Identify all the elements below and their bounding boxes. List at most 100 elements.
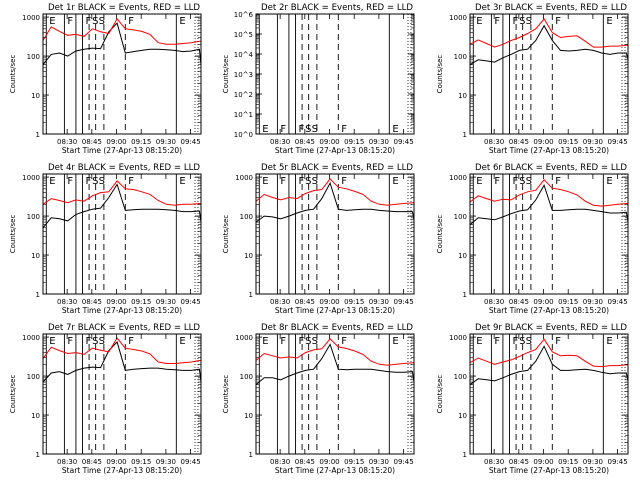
x-tick-label: 08:45 bbox=[295, 298, 315, 306]
marker-label: F bbox=[280, 336, 286, 347]
y-axis-label: Counts/sec bbox=[436, 215, 444, 254]
y-tick-label: 1000 bbox=[22, 14, 40, 22]
marker-label: E bbox=[476, 16, 482, 27]
marker-label: F bbox=[86, 176, 92, 187]
x-tick-label: 08:45 bbox=[82, 458, 102, 466]
marker-label: E bbox=[392, 124, 398, 135]
marker-label: E bbox=[262, 176, 268, 187]
marker-label: S bbox=[519, 336, 525, 347]
y-tick-label: 100 bbox=[27, 53, 40, 61]
marker-label: F bbox=[67, 176, 73, 187]
marker-label: S bbox=[312, 336, 318, 347]
panel-title: Det 8r BLACK = Events, RED = LLD bbox=[261, 323, 413, 333]
marker-label: F bbox=[280, 176, 286, 187]
panel-title: Det 9r BLACK = Events, RED = LLD bbox=[475, 323, 627, 333]
y-tick-label: 10 bbox=[458, 92, 467, 100]
x-tick-label: 09:15 bbox=[131, 298, 151, 306]
marker-label: F bbox=[128, 176, 134, 187]
marker-label: F bbox=[341, 124, 347, 135]
y-tick-label: 1000 bbox=[449, 14, 467, 22]
marker-label: F bbox=[341, 176, 347, 187]
series-line-lld bbox=[469, 179, 628, 207]
plot-frame bbox=[469, 173, 629, 295]
y-tick-label: 1000 bbox=[22, 334, 40, 342]
x-tick-label: 09:30 bbox=[583, 298, 603, 306]
marker-label: F bbox=[494, 176, 500, 187]
x-tick-label: 09:00 bbox=[319, 298, 339, 306]
marker-label: E bbox=[49, 336, 55, 347]
marker-label: E bbox=[606, 336, 612, 347]
marker-label: F bbox=[128, 16, 134, 27]
y-tick-label: 10^6 bbox=[234, 11, 254, 19]
y-tick-label: 100 bbox=[454, 373, 467, 381]
series-line-lld bbox=[469, 338, 628, 368]
plot-frame bbox=[469, 333, 629, 455]
y-tick-label: 1000 bbox=[22, 174, 40, 182]
x-tick-label: 09:30 bbox=[369, 138, 389, 146]
x-tick-label: 08:30 bbox=[270, 138, 290, 146]
x-axis-label: Start Time (27-Apr-13 08:15:20) bbox=[275, 466, 395, 475]
marker-label: S bbox=[305, 336, 311, 347]
x-tick-label: 09:45 bbox=[180, 138, 200, 146]
x-tick-label: 09:45 bbox=[180, 458, 200, 466]
panel-title: Det 1r BLACK = Events, RED = LLD bbox=[48, 3, 200, 13]
series-line-events bbox=[255, 343, 415, 386]
marker-label: F bbox=[555, 16, 561, 27]
plot-frame bbox=[42, 333, 202, 455]
marker-label: E bbox=[606, 16, 612, 27]
series-line-events bbox=[469, 24, 629, 66]
y-tick-label: 10^5 bbox=[234, 31, 253, 39]
marker-label: E bbox=[606, 176, 612, 187]
marker-label: F bbox=[280, 124, 286, 135]
marker-label: E bbox=[262, 124, 268, 135]
plot-frame bbox=[255, 13, 415, 135]
y-tick-label: 1000 bbox=[449, 174, 467, 182]
marker-label: F bbox=[494, 336, 500, 347]
panel-title: Det 7r BLACK = Events, RED = LLD bbox=[48, 323, 200, 333]
y-tick-label: 1 bbox=[463, 451, 467, 459]
x-tick-label: 09:30 bbox=[583, 138, 603, 146]
x-axis-label: Start Time (27-Apr-13 08:15:20) bbox=[62, 306, 182, 315]
y-tick-label: 10 bbox=[31, 412, 40, 420]
marker-label: S bbox=[99, 16, 105, 27]
marker-label: S bbox=[312, 176, 318, 187]
x-tick-label: 09:15 bbox=[558, 458, 578, 466]
x-axis-label: Start Time (27-Apr-13 08:15:20) bbox=[62, 146, 182, 155]
x-tick-label: 09:00 bbox=[106, 298, 126, 306]
marker-label: S bbox=[99, 176, 105, 187]
x-tick-label: 08:30 bbox=[57, 138, 77, 146]
y-tick-label: 10 bbox=[31, 252, 40, 260]
x-tick-label: 08:30 bbox=[57, 298, 77, 306]
x-axis-label: Start Time (27-Apr-13 08:15:20) bbox=[275, 146, 395, 155]
y-tick-label: 1 bbox=[249, 451, 253, 459]
marker-label: E bbox=[179, 16, 185, 27]
x-tick-label: 09:45 bbox=[393, 458, 413, 466]
x-tick-label: 09:30 bbox=[369, 298, 389, 306]
marker-label: S bbox=[305, 176, 311, 187]
x-tick-label: 08:30 bbox=[484, 458, 504, 466]
x-tick-label: 08:30 bbox=[270, 298, 290, 306]
marker-label: S bbox=[526, 176, 532, 187]
x-tick-label: 08:45 bbox=[82, 138, 102, 146]
panel-title: Det 4r BLACK = Events, RED = LLD bbox=[48, 163, 200, 173]
marker-label: S bbox=[312, 124, 318, 135]
marker-label: S bbox=[92, 16, 98, 27]
marker-label: E bbox=[262, 336, 268, 347]
x-tick-label: 09:45 bbox=[607, 298, 627, 306]
marker-label: F bbox=[299, 336, 305, 347]
panel-title: Det 3r BLACK = Events, RED = LLD bbox=[475, 3, 627, 13]
y-tick-label: 10 bbox=[244, 252, 253, 260]
x-tick-label: 08:45 bbox=[82, 298, 102, 306]
x-tick-label: 09:00 bbox=[106, 138, 126, 146]
marker-label: F bbox=[299, 124, 305, 135]
x-tick-label: 09:30 bbox=[156, 138, 176, 146]
marker-label: E bbox=[179, 176, 185, 187]
marker-label: F bbox=[128, 336, 134, 347]
x-tick-label: 09:45 bbox=[393, 298, 413, 306]
x-tick-label: 08:45 bbox=[509, 138, 529, 146]
series-line-lld bbox=[255, 338, 414, 366]
x-tick-label: 09:00 bbox=[106, 458, 126, 466]
y-tick-label: 1 bbox=[36, 451, 40, 459]
series-line-lld bbox=[469, 18, 628, 48]
